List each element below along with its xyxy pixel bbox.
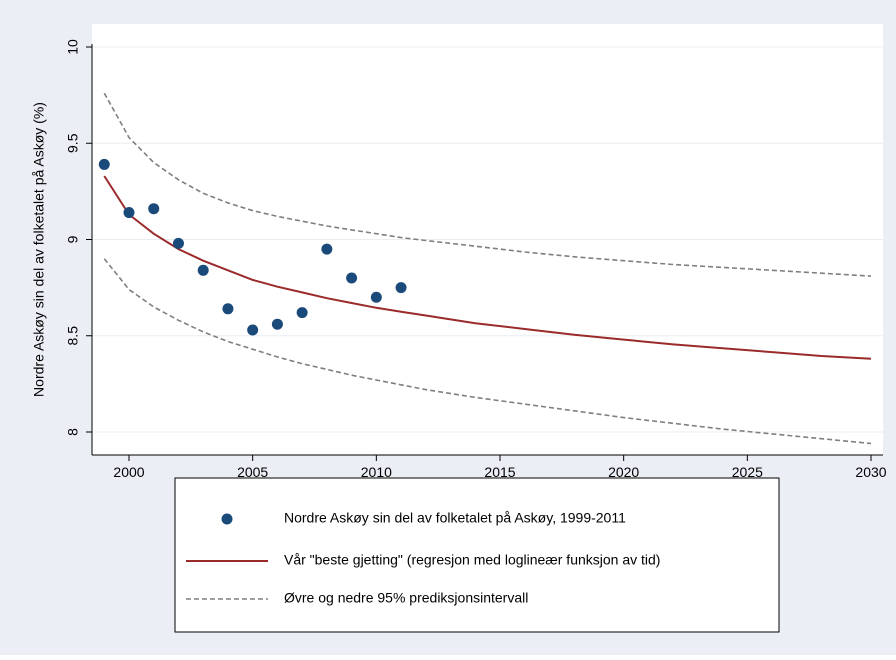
data-point [148,203,160,215]
y-tick-label: 8 [65,428,81,436]
axes [91,44,883,456]
x-tick-label: 2005 [237,464,268,480]
y-tick-label: 8.5 [65,326,81,346]
data-point [222,303,234,315]
legend-label-interval: Øvre og nedre 95% prediksjonsintervall [284,590,528,606]
data-point [395,282,407,294]
x-tick-label: 2025 [732,464,763,480]
fit-line [103,175,872,360]
data-point [370,291,382,303]
y-tick-label: 9.5 [65,133,81,153]
x-tick-label: 2000 [113,464,144,480]
series-layer [98,92,872,445]
data-point [172,237,184,249]
data-point [123,207,135,219]
y-tick-label: 10 [65,39,81,55]
legend: Nordre Askøy sin del av folketalet på As… [174,477,780,633]
tick-labels: 2000 2005 2010 2015 2020 2025 2030 8 8.5 9 9.5 10 [65,39,887,480]
data-point [296,307,308,319]
x-tick-label: 2010 [361,464,392,480]
y-axis-label: Nordre Askøy sin del av folketalet på As… [31,102,47,397]
x-tick-label: 2030 [855,464,886,480]
lower-interval-line [103,258,872,445]
data-point [98,158,110,170]
data-point [321,243,333,255]
y-tick-label: 9 [65,235,81,243]
data-point [271,318,283,330]
legend-label-scatter: Nordre Askøy sin del av folketalet på As… [284,510,626,526]
data-point [197,264,209,276]
legend-box [174,477,780,633]
data-point [247,324,259,336]
upper-interval-line [103,92,872,277]
x-tick-label: 2015 [484,464,515,480]
grid-lines [92,46,883,433]
x-tick-label: 2020 [608,464,639,480]
legend-marker-scatter [221,513,233,525]
data-point [346,272,358,284]
legend-label-fit-line: Vår "beste gjetting" (regresjon med logl… [284,552,660,568]
